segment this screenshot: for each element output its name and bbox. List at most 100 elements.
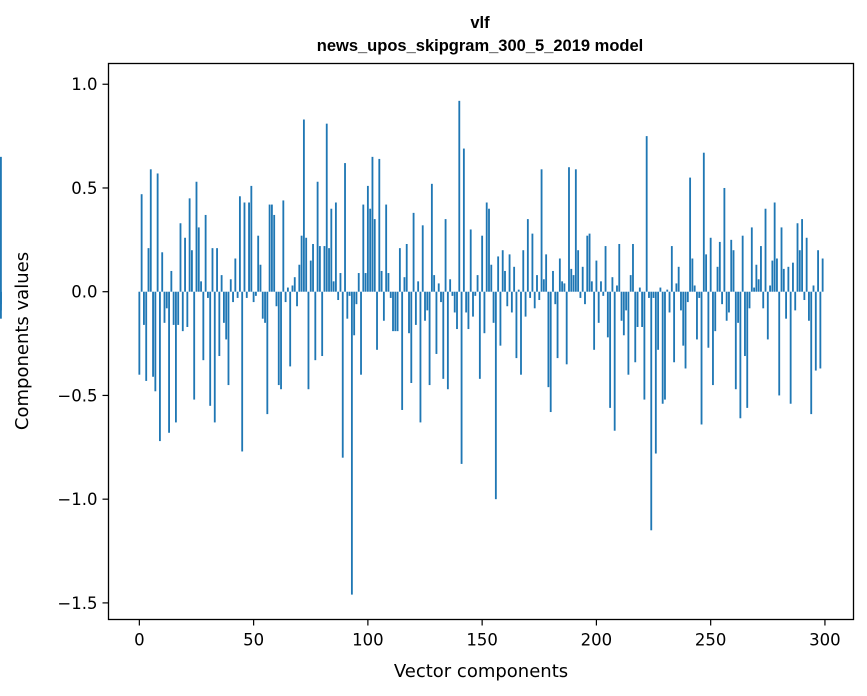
bar-199 <box>593 291 596 350</box>
bar-216 <box>632 243 634 292</box>
bar-178 <box>545 254 548 292</box>
bar-86 <box>334 202 337 292</box>
bar-297 <box>817 250 819 292</box>
bar-127 <box>428 291 431 386</box>
bar-150 <box>481 235 484 292</box>
bar-23 <box>191 250 193 292</box>
bar-190 <box>572 275 575 292</box>
bar-171 <box>529 291 532 298</box>
bar-21 <box>186 291 189 327</box>
bar-192 <box>577 250 580 292</box>
bar-226 <box>654 291 657 454</box>
bar-79 <box>318 246 321 292</box>
bar-220 <box>641 291 644 327</box>
bar-13 <box>168 291 170 433</box>
bar-125 <box>424 291 426 321</box>
bar-187 <box>565 291 568 365</box>
bar-252 <box>714 291 717 332</box>
bar-276 <box>769 285 771 292</box>
bar-284 <box>787 266 790 292</box>
bar-295 <box>812 285 815 292</box>
bar-198 <box>590 281 593 292</box>
bar-294 <box>810 291 813 415</box>
bar-235 <box>675 283 678 292</box>
bar-66 <box>289 291 292 367</box>
bar-290 <box>801 219 803 292</box>
bar-99 <box>364 273 367 292</box>
bar-90 <box>344 163 346 292</box>
bar-0 <box>138 291 141 375</box>
y-tick-label: 0.5 <box>71 179 97 198</box>
bar-71 <box>300 235 303 292</box>
bar-142 <box>462 148 465 292</box>
bar-26 <box>197 227 200 292</box>
x-tick-label: 250 <box>695 631 727 650</box>
bar-65 <box>286 287 289 292</box>
bar-11 <box>163 291 166 323</box>
bar-164 <box>513 266 516 292</box>
bar-169 <box>524 291 527 317</box>
bar-242 <box>691 258 694 292</box>
bar-166 <box>517 289 520 292</box>
bar-132 <box>440 291 442 303</box>
bar-203 <box>602 291 605 296</box>
bar-61 <box>277 291 280 386</box>
bar-37 <box>222 291 225 323</box>
bar-15 <box>172 291 175 325</box>
bar-218 <box>636 291 639 327</box>
bar-266 <box>746 291 749 408</box>
bar-289 <box>798 250 801 292</box>
bar-104 <box>376 291 378 350</box>
bar-60 <box>275 291 278 307</box>
bar-17 <box>177 291 180 325</box>
bar-70 <box>298 264 301 292</box>
bar-165 <box>515 291 518 359</box>
bar-8 <box>156 173 159 292</box>
bar-260 <box>732 250 735 292</box>
x-tick-label: 0 <box>134 631 145 650</box>
bar-293 <box>808 291 810 321</box>
bar-177 <box>542 279 545 292</box>
y-tick-label: −0.5 <box>57 386 97 405</box>
bar-81 <box>323 246 326 292</box>
bar-282 <box>782 268 785 292</box>
bar-211 <box>620 291 623 321</box>
bar-194 <box>581 266 584 292</box>
bar-280 <box>778 291 781 396</box>
bar-110 <box>389 291 392 298</box>
bar-32 <box>211 248 214 292</box>
bar-117 <box>405 243 408 292</box>
bar-44 <box>238 196 241 292</box>
bar-77 <box>314 291 317 361</box>
bar-135 <box>446 291 449 390</box>
bar-202 <box>600 281 602 292</box>
bar-87 <box>337 291 340 301</box>
bar-139 <box>456 291 458 330</box>
bar-275 <box>766 291 769 340</box>
bar-9 <box>159 291 161 442</box>
bar-95 <box>355 291 358 305</box>
bar-241 <box>689 177 692 292</box>
bar-49 <box>250 185 253 292</box>
bar-147 <box>474 291 477 296</box>
bar-158 <box>499 291 502 346</box>
bar-146 <box>472 291 474 317</box>
bar-113 <box>396 291 399 332</box>
bar-208 <box>613 291 616 431</box>
bar-29 <box>204 214 207 292</box>
bar-246 <box>700 291 703 425</box>
bar-18 <box>179 223 182 292</box>
y-axis-label: Components values <box>12 252 33 430</box>
bar-189 <box>570 268 573 292</box>
bar-232 <box>668 291 671 313</box>
bar-265 <box>744 291 746 357</box>
bar-34 <box>216 248 218 292</box>
x-axis-label: Vector components <box>394 661 568 682</box>
x-tick-label: 50 <box>243 631 264 650</box>
chart-title: vlf <box>470 14 490 32</box>
bar-210 <box>618 243 621 292</box>
bar-225 <box>652 291 655 298</box>
bar-197 <box>588 233 591 292</box>
bar-243 <box>693 285 696 292</box>
